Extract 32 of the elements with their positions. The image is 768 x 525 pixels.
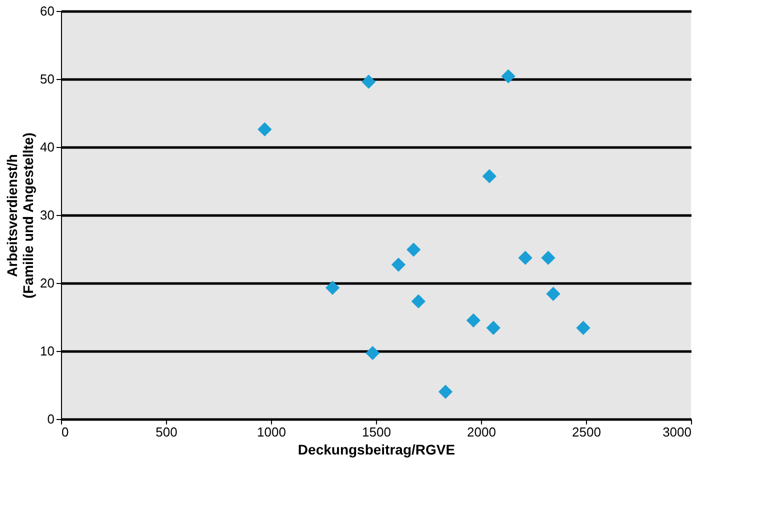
x-tick-label: 2000 xyxy=(467,424,496,440)
point xyxy=(541,250,556,265)
point xyxy=(466,313,481,328)
y-tick-label: 40 xyxy=(40,140,54,154)
point xyxy=(411,294,426,308)
point xyxy=(366,346,380,360)
y-tick-label: 50 xyxy=(40,72,54,86)
x-tick-label: 3000 xyxy=(662,424,692,440)
x-tick-label: 1500 xyxy=(362,424,391,440)
point xyxy=(258,122,272,136)
point xyxy=(546,286,560,301)
point xyxy=(501,69,516,84)
point xyxy=(362,74,376,89)
x-axis-title: Deckungsbeitrag/RGVE xyxy=(298,442,456,458)
y-tick-label: 30 xyxy=(40,208,54,222)
x-tick-label: 0 xyxy=(62,424,69,440)
point xyxy=(482,169,496,184)
point xyxy=(406,242,421,257)
point xyxy=(486,320,500,335)
x-tick-label: 500 xyxy=(156,424,178,440)
y-axis-title: Arbeitsverdienst/h (Familie und Angestellte) xyxy=(4,132,36,298)
y-tick-label: 0 xyxy=(47,412,54,426)
y-tick-label: 20 xyxy=(40,276,54,290)
y-tick-label: 60 xyxy=(40,4,54,18)
point xyxy=(325,280,340,295)
x-tick-label: 1000 xyxy=(257,424,286,440)
point xyxy=(438,384,453,399)
point xyxy=(576,320,590,335)
point xyxy=(391,258,406,272)
y-tick-label: 10 xyxy=(40,344,54,358)
x-tick-label: 2500 xyxy=(572,424,601,440)
point xyxy=(518,250,532,265)
